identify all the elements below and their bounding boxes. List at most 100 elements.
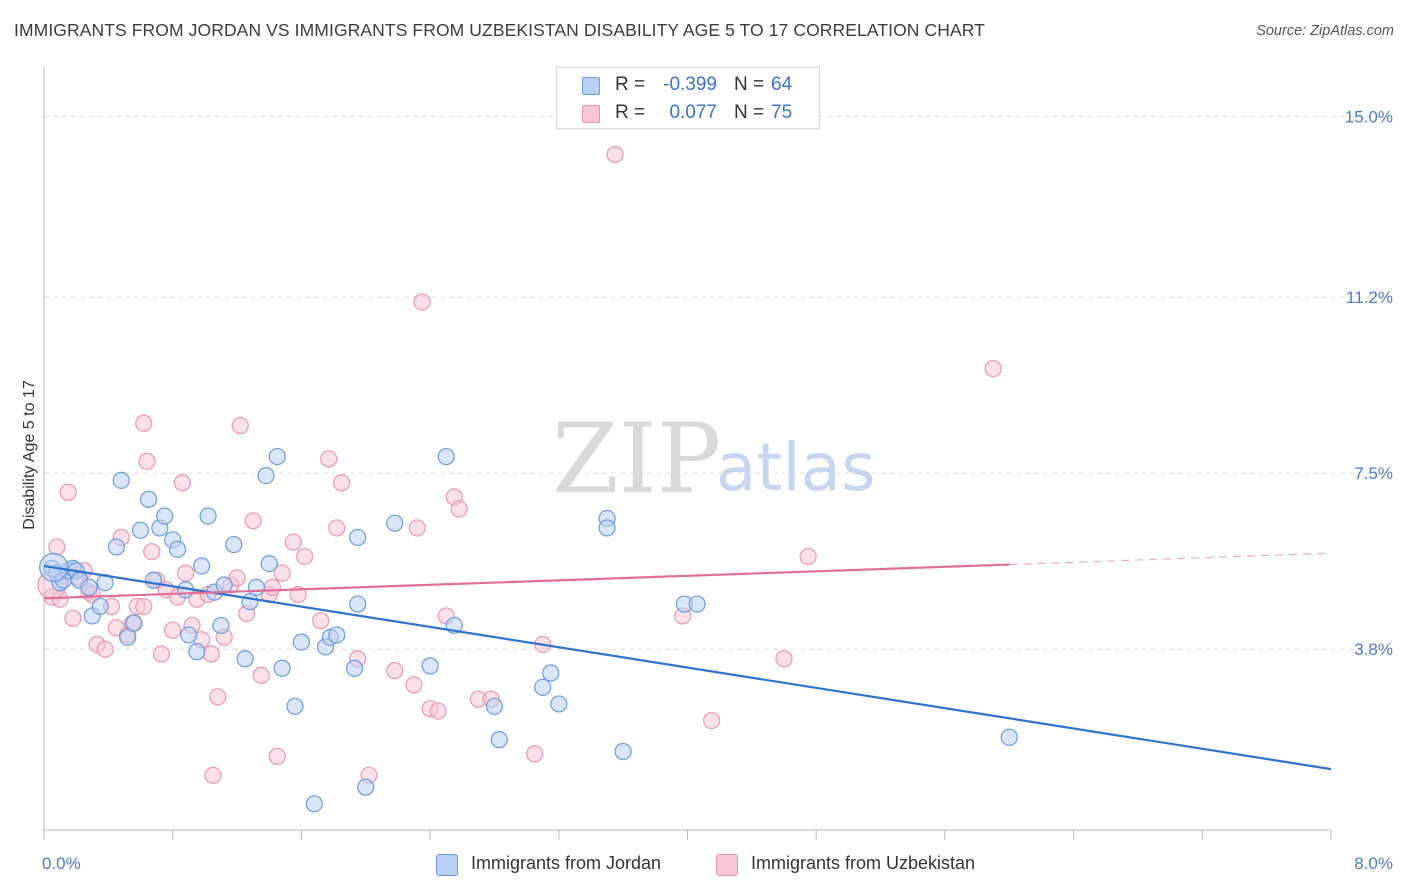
x-tick-label: 8.0% xyxy=(1354,854,1393,873)
data-point xyxy=(199,507,217,525)
legend-r-value: 0.077 xyxy=(669,102,717,123)
data-point xyxy=(349,528,367,547)
data-point xyxy=(138,452,156,470)
series-legend-swatch-jordan xyxy=(436,854,458,876)
data-point xyxy=(490,731,508,749)
series-legend-swatch-uzbekistan xyxy=(716,854,738,876)
data-point xyxy=(386,662,404,680)
data-point xyxy=(91,597,109,616)
data-point xyxy=(268,747,286,765)
data-point xyxy=(429,702,447,720)
data-point xyxy=(273,564,291,582)
x-tick-label: 0.0% xyxy=(42,854,81,873)
y-tick-label: 11.2% xyxy=(1346,288,1393,307)
data-point xyxy=(328,519,346,537)
data-point xyxy=(244,512,262,530)
watermark: ZIP atlas xyxy=(552,403,876,515)
series-legend-label-jordan: Immigrants from Jordan xyxy=(471,853,662,873)
data-point xyxy=(284,533,302,551)
data-point xyxy=(188,643,206,661)
series-uzbekistan-points xyxy=(37,145,1002,784)
data-point xyxy=(143,543,161,561)
data-point xyxy=(231,417,249,435)
data-point xyxy=(215,576,233,594)
data-point xyxy=(268,447,286,466)
series-legend-label-uzbekistan: Immigrants from Uzbekistan xyxy=(751,853,976,873)
trend-line-jordan xyxy=(43,564,1332,771)
legend-n-value: 64 xyxy=(771,74,793,95)
data-point xyxy=(688,595,706,613)
legend-swatch-jordan xyxy=(582,77,600,95)
legend-r-label: R = xyxy=(615,102,646,123)
legend-row-uzbekistan: R = 0.077 N = 75 xyxy=(557,100,819,128)
data-point xyxy=(247,578,265,596)
data-point xyxy=(241,593,259,611)
data-point xyxy=(156,507,174,525)
watermark-zip: ZIP xyxy=(552,403,721,515)
data-point xyxy=(450,500,468,518)
trend-line-uzbekistan xyxy=(43,563,1010,600)
data-point xyxy=(135,414,153,432)
data-point xyxy=(164,621,182,639)
data-point xyxy=(193,557,211,575)
y-axis-label: Disability Age 5 to 17 xyxy=(21,380,38,530)
legend-n-value: 75 xyxy=(771,102,793,123)
legend-n-label: N = xyxy=(734,102,765,123)
data-point xyxy=(328,626,346,644)
watermark-atlas: atlas xyxy=(716,429,876,506)
data-point xyxy=(152,645,171,663)
data-point xyxy=(112,471,130,489)
data-point xyxy=(286,697,304,715)
data-point xyxy=(59,483,77,501)
data-point xyxy=(405,676,423,694)
data-point xyxy=(296,547,314,566)
data-point xyxy=(125,614,143,632)
data-point xyxy=(312,612,330,630)
correlation-legend: R = -0.399 N = 64 R = 0.077 N = 75 xyxy=(556,67,820,129)
data-point xyxy=(257,466,275,485)
data-point xyxy=(799,547,817,566)
data-point xyxy=(421,657,439,675)
legend-n-label: N = xyxy=(734,74,765,95)
data-point xyxy=(96,640,114,658)
data-point xyxy=(260,555,278,573)
data-point xyxy=(703,711,721,730)
data-point xyxy=(542,664,560,682)
data-point xyxy=(135,597,153,616)
data-point xyxy=(320,450,338,468)
data-point xyxy=(212,616,230,635)
data-point xyxy=(614,742,632,761)
data-point xyxy=(228,569,246,587)
data-point xyxy=(386,514,404,532)
data-point xyxy=(180,626,198,644)
data-point xyxy=(598,519,616,537)
source-label: Source: ZipAtlas.com xyxy=(1256,23,1394,39)
data-point xyxy=(606,145,624,164)
data-point xyxy=(48,538,66,556)
data-point xyxy=(1000,728,1018,746)
grid-lines xyxy=(44,115,1392,650)
data-point xyxy=(263,578,282,596)
data-point xyxy=(236,650,254,668)
data-point xyxy=(345,659,364,677)
chart-title: IMMIGRANTS FROM JORDAN VS IMMIGRANTS FRO… xyxy=(14,20,985,40)
legend-r-label: R = xyxy=(615,74,646,95)
y-tick-label: 3.8% xyxy=(1354,640,1393,659)
data-point xyxy=(526,745,544,763)
data-point xyxy=(273,659,291,677)
data-point xyxy=(225,535,243,554)
data-point xyxy=(252,666,270,684)
data-point xyxy=(408,519,426,537)
tick-labels: 3.8% 7.5% 11.2% 15.0% 0.0% 8.0% xyxy=(42,107,1393,873)
data-point xyxy=(534,678,552,696)
data-point xyxy=(305,795,323,813)
data-point xyxy=(144,571,162,589)
trend-line-uzbekistan-extension xyxy=(1009,552,1332,566)
legend-swatch-uzbekistan xyxy=(582,105,600,123)
data-point xyxy=(139,490,158,508)
data-point xyxy=(775,650,793,668)
data-point xyxy=(349,595,367,613)
data-point xyxy=(202,645,220,663)
axes xyxy=(43,66,1332,840)
